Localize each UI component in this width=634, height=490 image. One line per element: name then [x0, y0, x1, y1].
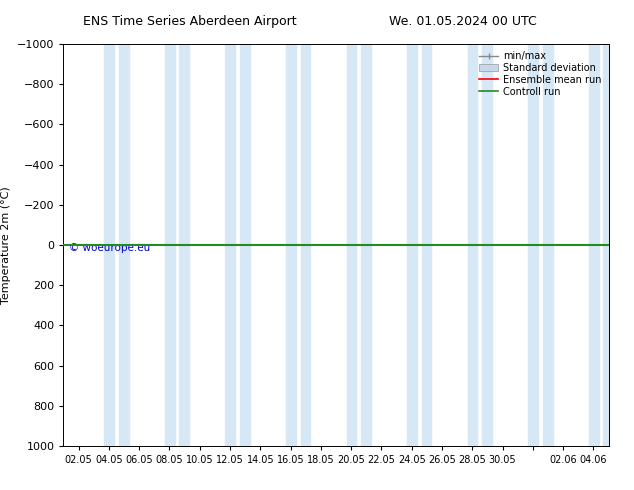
- Legend: min/max, Standard deviation, Ensemble mean run, Controll run: min/max, Standard deviation, Ensemble me…: [475, 47, 605, 100]
- Bar: [301, 44, 310, 446]
- Bar: [589, 44, 598, 446]
- Bar: [361, 44, 371, 446]
- Bar: [179, 44, 189, 446]
- Bar: [104, 44, 114, 446]
- Bar: [422, 44, 431, 446]
- Text: ENS Time Series Aberdeen Airport: ENS Time Series Aberdeen Airport: [84, 15, 297, 28]
- Bar: [482, 44, 492, 446]
- Bar: [528, 44, 538, 446]
- Bar: [468, 44, 477, 446]
- Bar: [407, 44, 417, 446]
- Bar: [226, 44, 235, 446]
- Bar: [119, 44, 129, 446]
- Bar: [165, 44, 174, 446]
- Text: © woeurope.eu: © woeurope.eu: [69, 243, 150, 253]
- Bar: [543, 44, 553, 446]
- Bar: [240, 44, 250, 446]
- Bar: [347, 44, 356, 446]
- Y-axis label: Temperature 2m (°C): Temperature 2m (°C): [1, 186, 11, 304]
- Text: We. 01.05.2024 00 UTC: We. 01.05.2024 00 UTC: [389, 15, 537, 28]
- Bar: [286, 44, 295, 446]
- Bar: [604, 44, 613, 446]
